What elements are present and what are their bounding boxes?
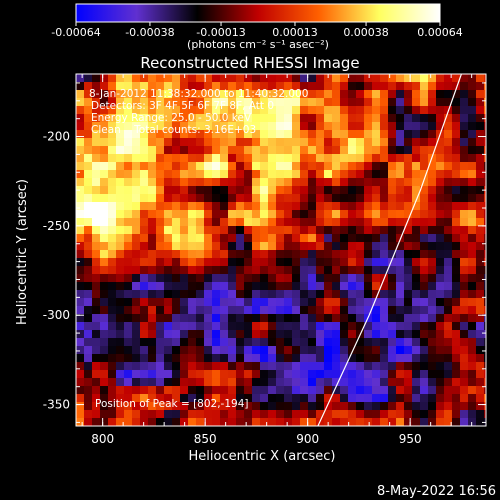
colorbar-tick-label: 0.00013 <box>272 26 318 39</box>
x-tick-label: 900 <box>296 432 319 446</box>
footer-date: 8-May-2022 16:56 <box>377 484 496 499</box>
colorbar-tick-label: 0.00038 <box>343 26 389 39</box>
colorbar-ticks: -0.00064 -0.00038 -0.00013 0.00013 0.00038 0.… <box>51 22 463 39</box>
chart-title: Reconstructed RHESSI Image <box>140 54 359 72</box>
x-tick-label: 800 <box>91 432 114 446</box>
annotation-time-range: 8-Jan-2012 11:38:32.000 to 11:40:32.000 <box>89 88 308 100</box>
colorbar-tick-label: -0.00013 <box>196 26 245 39</box>
colorbar-tick-label: 0.00064 <box>417 26 463 39</box>
y-tick-label: -350 <box>43 398 70 412</box>
x-axis-ticks: 800 850 900 950 <box>81 74 473 446</box>
annotation-method: Clean Total counts: 3.16E+03 <box>91 124 256 136</box>
y-axis-ticks: -350 -300 -250 -200 <box>43 82 486 423</box>
colorbar-tick-label: -0.00038 <box>125 26 174 39</box>
annotation-peak: Position of Peak = [802,-194] <box>95 398 249 410</box>
y-axis-label: Heliocentric Y (arcsec) <box>15 179 30 325</box>
solar-limb-curve <box>317 74 462 426</box>
colorbar-unit-label: (photons cm⁻² s⁻¹ asec⁻²) <box>187 38 329 51</box>
annotation-detectors: Detectors: 3F 4F 5F 6F 7F 8F, Att 0 <box>91 100 274 112</box>
y-tick-label: -250 <box>43 219 70 233</box>
x-tick-label: 950 <box>399 432 422 446</box>
heatmap-image <box>76 74 486 426</box>
y-tick-label: -200 <box>43 130 70 144</box>
colorbar-tick-label: -0.00064 <box>51 26 100 39</box>
plot-frame <box>75 73 487 427</box>
annotations: 8-Jan-2012 11:38:32.000 to 11:40:32.000 … <box>89 88 308 410</box>
x-axis-label: Heliocentric X (arcsec) <box>189 449 336 464</box>
annotation-energy-range: Energy Range: 25.0 - 50.0 keV <box>91 112 252 124</box>
colorbar-gradient <box>75 3 441 23</box>
colorbar: -0.00064 -0.00038 -0.00013 0.00013 0.00038 0.… <box>51 3 463 51</box>
x-tick-label: 850 <box>194 432 217 446</box>
y-tick-label: -300 <box>43 308 70 322</box>
